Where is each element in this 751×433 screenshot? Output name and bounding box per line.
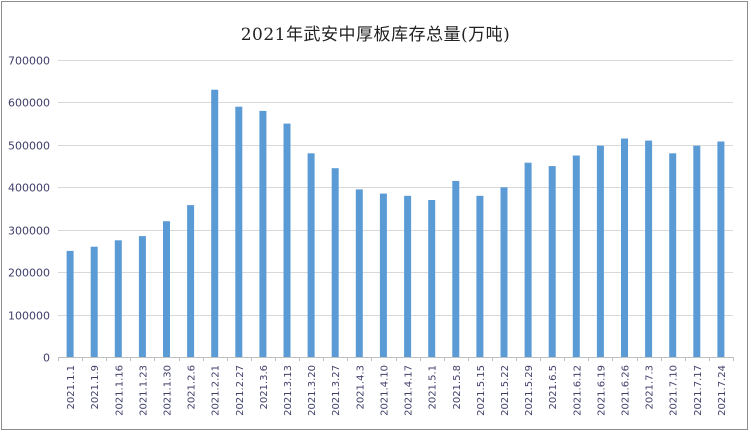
bar: [693, 145, 701, 357]
x-tick-label: 2021.6.5: [548, 365, 559, 410]
bar: [669, 153, 677, 357]
x-tick-label: 2021.4.10: [379, 365, 390, 416]
x-tick-label: 2021.1.9: [90, 365, 101, 410]
x-tick-label: 2021.2.21: [211, 365, 222, 416]
bar: [331, 168, 339, 357]
y-tick-label: 600000: [8, 97, 50, 110]
chart-title: 2021年武安中厚板库存总量(万吨): [240, 25, 511, 45]
bar: [548, 166, 556, 357]
bar: [90, 246, 98, 357]
y-tick-label: 100000: [8, 310, 50, 323]
x-tick-label: 2021.6.26: [621, 365, 632, 416]
x-axis: [58, 357, 734, 361]
x-tick-label: 2021.1.16: [114, 365, 125, 416]
bar: [138, 236, 146, 357]
x-tick-label: 2021.2.6: [187, 365, 198, 410]
bar: [283, 123, 291, 357]
x-tick-label: 2021.6.19: [596, 365, 607, 416]
x-tick-label: 2021.1.1: [66, 365, 77, 410]
x-tick-label: 2021.5.29: [524, 365, 535, 416]
bar: [187, 205, 195, 357]
bar: [476, 195, 484, 357]
bar: [66, 250, 74, 357]
bar: [428, 200, 436, 357]
x-tick-label: 2021.5.22: [500, 365, 511, 416]
bar: [572, 155, 580, 357]
x-tick-label: 2021.5.1: [428, 365, 439, 410]
bar: [307, 153, 315, 357]
y-tick-label: 200000: [8, 267, 50, 280]
x-tick-label: 2021.7.24: [717, 365, 728, 416]
gridlines: [58, 60, 733, 316]
x-tick-label: 2021.5.8: [452, 365, 463, 410]
bar: [355, 189, 363, 357]
x-tick-label: 2021.4.17: [404, 365, 415, 416]
x-tick-label: 2021.3.6: [259, 365, 270, 410]
bar: [524, 162, 532, 357]
x-tick-label: 2021.7.10: [669, 365, 680, 416]
y-tick-label: 300000: [8, 225, 50, 238]
bar: [621, 138, 628, 357]
x-tick-label: 2021.1.23: [138, 365, 149, 416]
bar: [717, 141, 725, 357]
x-tick-label: 2021.7.3: [645, 365, 656, 410]
y-tick-label: 0: [43, 352, 50, 365]
y-tick-label: 700000: [8, 55, 50, 68]
y-axis-ticks: 0 100000 200000 300000 400000 500000 600000 700…: [8, 55, 50, 365]
bar: [163, 221, 170, 357]
x-tick-label: 2021.7.17: [693, 365, 704, 416]
bar: [645, 140, 653, 357]
bar: [114, 240, 122, 357]
y-tick-label: 400000: [8, 182, 50, 195]
bar: [500, 187, 508, 357]
x-tick-label: 2021.3.13: [283, 365, 294, 416]
bar: [235, 106, 243, 357]
x-tick-label: 2021.1.30: [162, 365, 173, 416]
bar: [211, 89, 219, 357]
bar: [452, 180, 460, 357]
y-tick-label: 500000: [8, 140, 50, 153]
x-tick-label: 2021.2.27: [235, 365, 246, 416]
bars: [66, 89, 725, 358]
bar: [379, 193, 387, 357]
x-tick-label: 2021.3.27: [331, 365, 342, 416]
x-tick-label: 2021.5.15: [476, 365, 487, 416]
x-tick-label: 2021.6.12: [572, 365, 583, 416]
bar: [404, 195, 412, 357]
x-axis-ticks: 2021.1.1 2021.1.9 2021.1.16 2021.1.23 2021.1…: [66, 365, 728, 416]
bar: [596, 145, 604, 357]
x-tick-label: 2021.3.20: [307, 365, 318, 416]
x-tick-label: 2021.4.3: [355, 365, 366, 410]
bar: [259, 110, 267, 358]
